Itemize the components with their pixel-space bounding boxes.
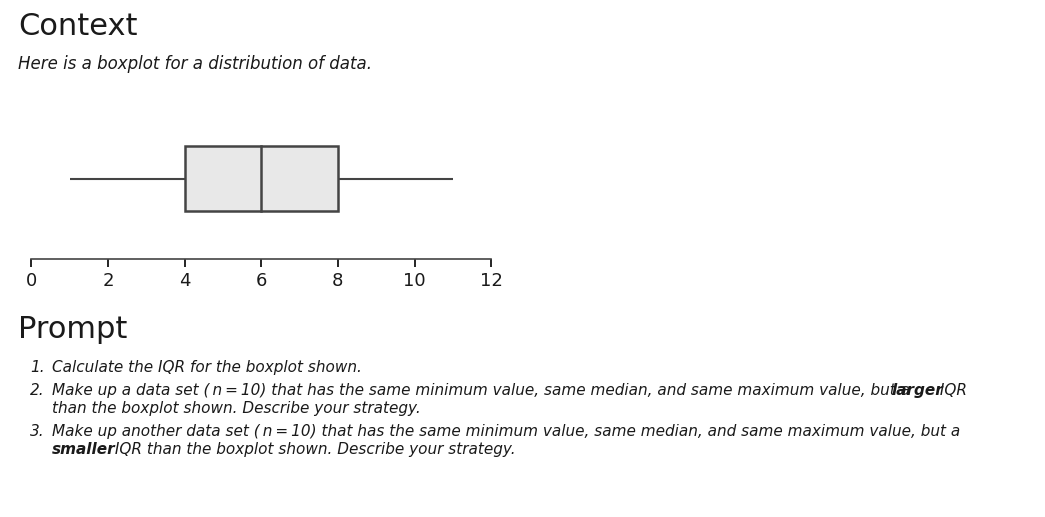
- Text: 2.: 2.: [30, 383, 45, 398]
- Text: smaller: smaller: [52, 442, 116, 457]
- Text: Here is a boxplot for a distribution of data.: Here is a boxplot for a distribution of …: [18, 55, 372, 73]
- Text: Make up a data set ( n = 10) that has the same minimum value, same median, and s: Make up a data set ( n = 10) that has th…: [52, 383, 914, 398]
- Text: Calculate the IQR for the boxplot shown.: Calculate the IQR for the boxplot shown.: [52, 360, 362, 375]
- Text: 1.: 1.: [30, 360, 45, 375]
- Text: Context: Context: [18, 12, 138, 41]
- FancyBboxPatch shape: [185, 146, 338, 211]
- Text: IQR: IQR: [935, 383, 967, 398]
- Text: Prompt: Prompt: [18, 315, 127, 344]
- Text: IQR than the boxplot shown. Describe your strategy.: IQR than the boxplot shown. Describe you…: [110, 442, 515, 457]
- Text: Make up another data set ( n = 10) that has the same minimum value, same median,: Make up another data set ( n = 10) that …: [52, 424, 960, 439]
- Text: than the boxplot shown. Describe your strategy.: than the boxplot shown. Describe your st…: [52, 401, 421, 416]
- Text: larger: larger: [892, 383, 944, 398]
- Text: 3.: 3.: [30, 424, 45, 439]
